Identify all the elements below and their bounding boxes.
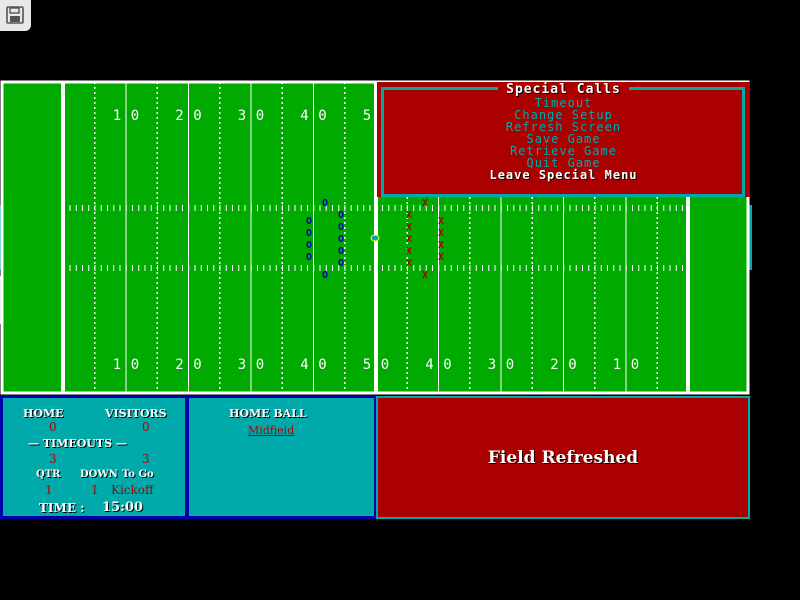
special-calls-menu: Special Calls Timeout Change Setup Refresh…: [377, 82, 750, 197]
time-label: TIME :: [39, 501, 85, 515]
yard-number: 0: [256, 108, 264, 124]
goal-line-left: [61, 82, 65, 393]
home-player: O: [338, 210, 344, 221]
game-clock: 15:00: [102, 500, 143, 515]
visitors-timeouts: 3: [142, 452, 150, 466]
menu-item-quit-game[interactable]: Quit Game: [526, 156, 601, 170]
possession-panel: HOME BALL Midfield: [186, 395, 377, 519]
home-player: O: [322, 270, 328, 281]
yard-number: 0: [193, 108, 201, 124]
menu-item-retrieve-game[interactable]: Retrieve Game: [510, 144, 617, 158]
message-panel: Field Refreshed: [376, 396, 750, 519]
yard-number: 5: [363, 108, 371, 124]
home-score: 0: [49, 420, 57, 434]
menu-item-timeout[interactable]: Timeout: [534, 96, 593, 110]
menu-title: Special Calls: [498, 82, 629, 97]
yard-number: 0: [631, 357, 639, 373]
togo-label: To Go: [122, 469, 154, 480]
ball-location: Midfield: [248, 424, 295, 437]
yard-number: 0: [568, 357, 576, 373]
visitor-player: X: [406, 258, 412, 269]
yard-number: 0: [318, 357, 326, 373]
down-value: 1: [91, 483, 99, 497]
menu-item-change-setup[interactable]: Change Setup: [514, 108, 613, 122]
menu-item-leave-special-menu[interactable]: Leave Special Menu: [489, 168, 638, 182]
yard-number: 1: [613, 357, 621, 373]
visitor-player: X: [406, 246, 412, 257]
yard-number: 1: [113, 108, 121, 124]
yard-number: 5: [363, 357, 371, 373]
yard-number: 0: [506, 357, 514, 373]
yard-number: 3: [238, 357, 246, 373]
yard-number: 4: [300, 108, 308, 124]
yard-number: 3: [238, 108, 246, 124]
home-timeouts: 3: [49, 452, 57, 466]
togo-value: Kickoff: [111, 483, 154, 497]
visitor-player: X: [438, 252, 444, 263]
yard-number: 4: [300, 357, 308, 373]
visitor-player: X: [406, 234, 412, 245]
yard-number: 4: [425, 357, 433, 373]
visitor-player: X: [422, 270, 428, 281]
home-label: HOME: [23, 407, 64, 420]
yard-number: 0: [131, 357, 139, 373]
quarter-value: 1: [45, 483, 53, 497]
home-player: O: [338, 246, 344, 257]
status-message: Field Refreshed: [487, 447, 639, 468]
sideline-marker: [748, 205, 752, 270]
visitors-score: 0: [142, 420, 150, 434]
yard-number: 1: [113, 357, 121, 373]
menu-item-save-game[interactable]: Save Game: [526, 132, 601, 146]
football: [370, 234, 380, 242]
home-player: O: [306, 228, 312, 239]
home-player: O: [306, 240, 312, 251]
home-player: O: [338, 234, 344, 245]
home-player: O: [338, 258, 344, 269]
yard-number: 0: [381, 357, 389, 373]
visitor-player: X: [438, 240, 444, 251]
timeouts-label: — TIMEOUTS —: [28, 437, 127, 450]
yard-number: 0: [131, 108, 139, 124]
visitors-label: VISITORS: [105, 407, 167, 420]
yard-number: 2: [175, 108, 183, 124]
qtr-label: QTR: [36, 469, 61, 480]
yard-number: 0: [193, 357, 201, 373]
visitor-player: X: [438, 228, 444, 239]
down-label: DOWN: [80, 469, 118, 480]
yard-number: 0: [443, 357, 451, 373]
menu-item-refresh-screen[interactable]: Refresh Screen: [505, 120, 622, 134]
home-player: O: [306, 216, 312, 227]
home-player: O: [306, 252, 312, 263]
yard-number: 3: [488, 357, 496, 373]
yard-number: 2: [175, 357, 183, 373]
scoreboard-panel: HOME VISITORS 0 0 — TIMEOUTS — 3 3 QTR D…: [0, 395, 188, 519]
yard-number: 2: [550, 357, 558, 373]
visitor-player: X: [438, 216, 444, 227]
yard-number: 0: [256, 357, 264, 373]
yard-number: 0: [318, 108, 326, 124]
goal-line-right: [686, 82, 690, 393]
floppy-disk-icon: [6, 6, 24, 24]
home-player: O: [322, 198, 328, 209]
save-button[interactable]: [0, 0, 31, 31]
home-player: O: [338, 222, 344, 233]
visitor-player: X: [422, 198, 428, 209]
visitor-player: X: [406, 222, 412, 233]
visitor-player: X: [406, 210, 412, 221]
possession-title: HOME BALL: [229, 407, 307, 420]
